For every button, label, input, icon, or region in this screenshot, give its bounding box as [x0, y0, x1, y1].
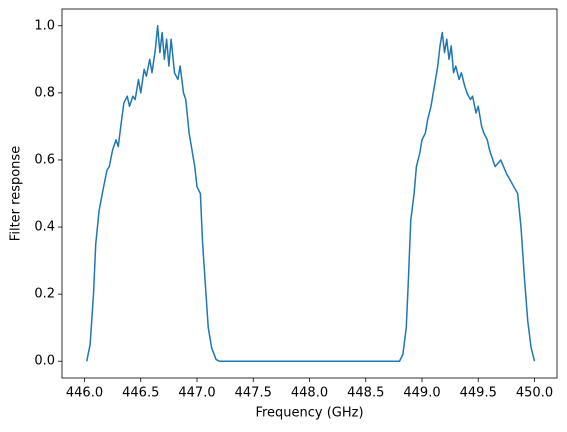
y-tick-label: 0.8 [34, 85, 55, 100]
x-tick-label: 448.0 [291, 386, 328, 401]
data-line [86, 25, 536, 362]
y-tick-label: 0.0 [34, 354, 55, 369]
x-tick-label: 447.0 [178, 386, 215, 401]
y-tick-label: 0.6 [34, 152, 55, 167]
y-axis-label: Filter response [9, 146, 24, 241]
axes-frame [61, 8, 558, 379]
x-tick-label: 450.0 [516, 386, 553, 401]
x-tick-label: 449.5 [460, 386, 497, 401]
x-axis-label: Frequency (GHz) [255, 406, 363, 421]
x-tick-label: 448.5 [347, 386, 384, 401]
x-tick-label: 446.5 [122, 386, 159, 401]
y-tick-label: 1.0 [34, 18, 55, 33]
x-tick-label: 449.0 [403, 386, 440, 401]
x-tick-label: 447.5 [235, 386, 272, 401]
x-tick-label: 446.0 [66, 386, 103, 401]
y-tick-label: 0.4 [34, 220, 55, 235]
y-tick-label: 0.2 [34, 287, 55, 302]
